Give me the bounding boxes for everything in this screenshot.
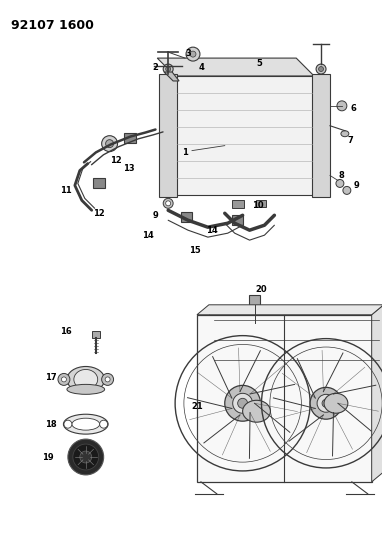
Text: 3: 3 [185,49,191,58]
Circle shape [106,140,114,148]
Bar [92,330,100,337]
Text: 16: 16 [60,327,72,336]
Bar [256,200,266,207]
Circle shape [58,374,70,385]
Text: 13: 13 [123,164,134,173]
Text: 14: 14 [142,231,154,240]
Bar [232,215,242,225]
Ellipse shape [64,414,108,434]
Text: 92107 1600: 92107 1600 [11,19,94,33]
Circle shape [100,420,108,428]
Circle shape [322,399,330,407]
Circle shape [343,187,351,195]
Circle shape [101,374,114,385]
Text: 11: 11 [60,186,72,195]
Circle shape [186,47,200,61]
Circle shape [166,201,171,206]
Circle shape [310,387,342,419]
Polygon shape [164,72,179,81]
Ellipse shape [74,369,98,389]
Bar [175,76,314,196]
Ellipse shape [341,131,349,136]
Circle shape [68,439,104,475]
Circle shape [319,67,324,71]
Text: 18: 18 [45,419,57,429]
Text: 15: 15 [189,246,201,255]
Circle shape [105,377,110,382]
Circle shape [317,394,335,412]
Text: 5: 5 [257,59,262,68]
Circle shape [80,451,92,463]
Circle shape [337,101,347,111]
Circle shape [73,444,99,470]
Circle shape [336,180,344,188]
Bar [93,179,105,188]
Circle shape [190,51,196,57]
Bar [159,74,177,197]
Polygon shape [197,305,383,315]
Text: 12: 12 [93,209,105,218]
Text: 7: 7 [348,136,354,145]
Circle shape [238,398,247,408]
Text: 10: 10 [252,201,264,210]
Bar [124,133,136,143]
Text: 2: 2 [152,62,158,71]
Text: 21: 21 [191,402,203,411]
Circle shape [166,67,171,71]
Circle shape [101,136,118,151]
Text: 1: 1 [182,148,188,157]
Text: 20: 20 [256,285,267,294]
Bar [312,74,330,197]
Text: 12: 12 [110,156,121,165]
Ellipse shape [72,418,100,430]
Text: 9: 9 [152,211,158,220]
Text: 8: 8 [338,171,344,180]
Ellipse shape [242,400,270,422]
Circle shape [163,198,173,208]
Circle shape [163,64,173,74]
Circle shape [233,393,252,413]
Text: 6: 6 [351,104,357,114]
Circle shape [61,377,66,382]
Circle shape [225,385,260,421]
Bar [232,200,244,208]
Bar [249,295,260,305]
Bar [181,212,192,222]
Polygon shape [372,305,383,482]
Polygon shape [157,58,314,76]
Text: 19: 19 [42,453,54,462]
Ellipse shape [67,367,105,392]
Ellipse shape [67,384,105,394]
Text: 14: 14 [206,225,218,235]
Circle shape [316,64,326,74]
Text: 4: 4 [199,62,205,71]
Circle shape [64,420,72,428]
Text: 17: 17 [45,373,57,382]
Ellipse shape [324,393,348,413]
Text: 9: 9 [354,181,360,190]
Bar [197,315,372,482]
Bar [209,305,383,472]
